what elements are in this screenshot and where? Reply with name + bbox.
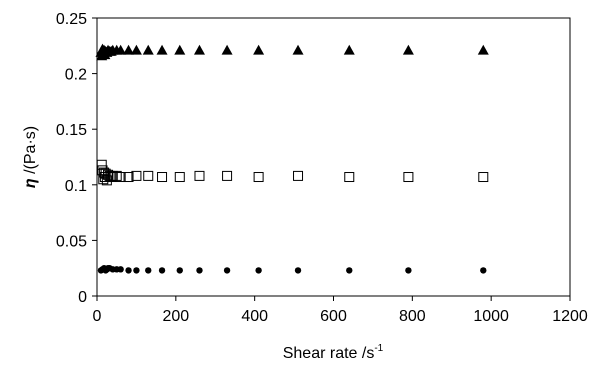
circle-marker	[158, 267, 166, 274]
circle-marker	[223, 267, 231, 274]
triangle-marker	[142, 44, 154, 55]
circle-marker	[405, 267, 412, 274]
circle-marker	[346, 267, 353, 274]
y-axis-title: η /(Pa·s)	[22, 126, 39, 188]
triangle-marker	[123, 44, 135, 55]
circle-marker	[133, 267, 140, 274]
data-markers	[95, 43, 489, 274]
triangle-marker	[130, 44, 142, 55]
square-marker	[111, 170, 122, 181]
triangle-marker	[156, 44, 168, 55]
x-tick-label: 800	[399, 308, 426, 325]
square-marker	[100, 168, 111, 179]
triangle-marker	[477, 44, 489, 55]
square-marker	[143, 170, 154, 181]
y-tick-label: 0.1	[65, 178, 87, 195]
square-marker	[478, 172, 489, 183]
circle-marker	[176, 267, 183, 274]
square-marker	[131, 170, 142, 181]
x-tick-label: 400	[241, 308, 268, 325]
y-tick-label: 0.2	[65, 67, 87, 84]
square-marker	[115, 172, 126, 183]
square-marker	[174, 172, 185, 183]
triangle-marker	[174, 44, 186, 55]
y-tick-label: 0.15	[56, 122, 87, 139]
circle-marker	[117, 266, 124, 273]
circle-marker	[294, 267, 302, 274]
circle-marker	[196, 267, 203, 274]
x-axis-title: Shear rate /s-1	[283, 343, 384, 362]
triangle-marker	[292, 44, 304, 55]
square-marker	[293, 170, 304, 181]
circle-marker	[145, 267, 152, 274]
square-marker	[157, 172, 168, 183]
triangle-marker	[115, 44, 127, 55]
square-marker	[222, 170, 233, 181]
x-tick-label: 1000	[473, 308, 509, 325]
triangle-marker	[343, 44, 355, 55]
y-tick-label: 0	[78, 289, 87, 306]
x-axis-ticks: 0 200 400 600 800 1000 1200	[93, 296, 588, 325]
square-marker	[253, 172, 264, 183]
x-tick-label: 1200	[552, 308, 588, 325]
square-marker	[123, 172, 134, 183]
plot-area	[96, 17, 571, 297]
square-marker	[344, 172, 355, 183]
square-marker	[403, 172, 414, 183]
triangle-marker	[221, 44, 233, 55]
x-tick-label: 600	[320, 308, 347, 325]
circle-marker	[255, 267, 262, 274]
y-tick-label: 0.25	[56, 11, 87, 28]
y-axis-ticks: 0 0.05 0.1 0.15 0.2 0.25	[56, 11, 97, 306]
x-tick-label: 200	[162, 308, 189, 325]
x-tick-label: 0	[93, 308, 102, 325]
triangle-marker	[402, 44, 414, 55]
circle-marker	[480, 267, 487, 274]
y-tick-label: 0.05	[56, 233, 87, 250]
square-marker	[194, 170, 205, 181]
triangle-marker	[193, 44, 205, 55]
triangle-marker	[253, 44, 265, 55]
circle-marker	[125, 267, 132, 274]
